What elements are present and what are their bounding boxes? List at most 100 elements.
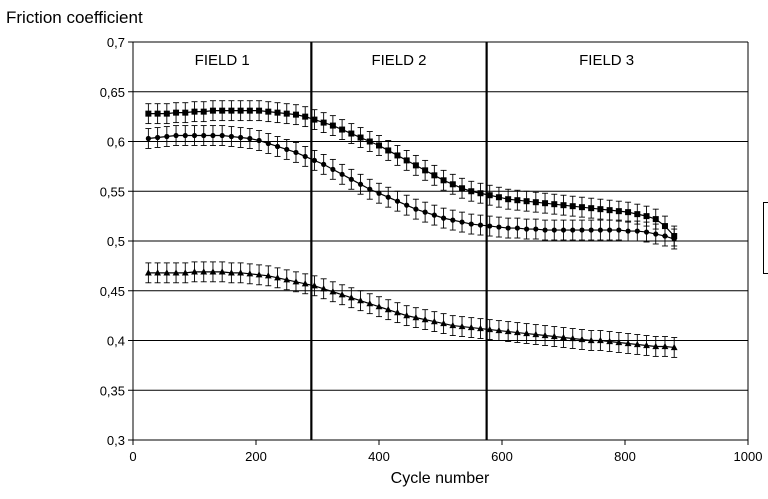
- data-point: [311, 157, 318, 164]
- data-point: [264, 272, 272, 279]
- data-point: [440, 177, 447, 184]
- data-point: [385, 147, 392, 154]
- data-point: [247, 135, 253, 142]
- data-point: [671, 236, 677, 242]
- data-point: [458, 322, 466, 330]
- data-point: [643, 213, 650, 220]
- data-point: [606, 337, 614, 345]
- tick-labels: 0,3 0,35 0,4 0,45 0,5 0,55 0,6 0,65 0,7 0 200 400 60…: [100, 35, 763, 464]
- data-point: [449, 321, 457, 329]
- data-point: [504, 327, 512, 335]
- data-point: [330, 166, 336, 172]
- data-point: [182, 132, 188, 139]
- data-point: [209, 268, 217, 275]
- x-tick-label: 1000: [734, 449, 763, 464]
- data-point: [293, 149, 299, 156]
- data-point: [163, 110, 170, 117]
- field-label: FIELD 2: [371, 52, 426, 69]
- data-point: [468, 221, 474, 227]
- data-point: [523, 329, 530, 337]
- series-line: [148, 271, 675, 349]
- data-point: [191, 132, 198, 139]
- legend-box-fragment: [763, 202, 768, 274]
- data-point: [467, 323, 475, 331]
- data-point: [532, 199, 539, 206]
- data-point: [394, 309, 401, 316]
- data-point: [145, 110, 152, 117]
- data-point: [533, 226, 539, 232]
- data-point: [468, 188, 475, 195]
- data-point: [182, 109, 189, 116]
- data-point: [320, 285, 328, 292]
- data-point: [255, 271, 263, 278]
- data-point: [246, 270, 254, 277]
- data-point: [551, 201, 558, 208]
- data-point: [274, 143, 281, 150]
- data-point: [144, 269, 152, 276]
- data-point: [514, 197, 521, 204]
- data-point: [385, 194, 391, 200]
- series-square: [145, 100, 678, 247]
- data-point: [200, 268, 208, 275]
- data-point: [210, 132, 216, 139]
- y-tick-label: 0,4: [107, 334, 125, 349]
- data-point: [357, 181, 364, 187]
- data-point: [321, 161, 327, 167]
- data-point: [238, 134, 244, 141]
- data-point: [440, 319, 447, 327]
- x-tick-label: 600: [491, 449, 513, 464]
- data-point: [542, 227, 548, 233]
- data-point: [302, 113, 309, 120]
- data-point: [524, 226, 530, 232]
- data-point: [154, 110, 161, 117]
- data-point: [477, 222, 484, 228]
- data-point: [283, 276, 291, 283]
- data-point: [172, 269, 180, 276]
- data-point: [486, 192, 493, 199]
- series-line: [148, 134, 675, 240]
- data-point: [320, 119, 327, 126]
- x-tick-label: 800: [614, 449, 636, 464]
- data-point: [201, 132, 207, 139]
- data-point: [422, 167, 429, 174]
- data-point: [560, 202, 567, 209]
- data-point: [228, 269, 235, 276]
- data-point: [616, 227, 622, 233]
- data-point: [339, 126, 346, 133]
- x-tick-label: 200: [245, 449, 267, 464]
- data-point: [394, 198, 401, 204]
- data-point: [542, 200, 549, 207]
- data-point: [449, 181, 456, 188]
- y-tick-label: 0,7: [107, 35, 125, 50]
- data-point: [607, 227, 613, 233]
- data-point: [643, 341, 650, 349]
- data-point: [615, 338, 623, 346]
- y-tick-label: 0,3: [107, 433, 125, 448]
- data-point: [265, 108, 272, 115]
- data-point: [191, 108, 198, 115]
- series-triangle: [144, 261, 678, 358]
- data-point: [550, 332, 558, 340]
- data-point: [219, 132, 225, 139]
- data-point: [237, 107, 244, 114]
- data-point: [578, 335, 586, 343]
- data-point: [366, 138, 373, 145]
- data-point: [237, 269, 245, 276]
- data-point: [348, 176, 354, 182]
- data-point: [459, 219, 465, 225]
- data-point: [173, 132, 179, 139]
- data-point: [588, 205, 595, 212]
- data-point: [228, 107, 235, 114]
- data-point: [422, 209, 428, 215]
- data-point: [431, 212, 437, 218]
- data-point: [652, 342, 660, 350]
- series-circle: [145, 125, 678, 250]
- data-point: [228, 133, 234, 140]
- data-point: [670, 343, 678, 351]
- data-point: [274, 274, 281, 281]
- data-point: [652, 216, 659, 223]
- data-point: [284, 146, 290, 153]
- data-point: [495, 326, 503, 334]
- data-point: [246, 107, 253, 114]
- data-point: [338, 291, 346, 298]
